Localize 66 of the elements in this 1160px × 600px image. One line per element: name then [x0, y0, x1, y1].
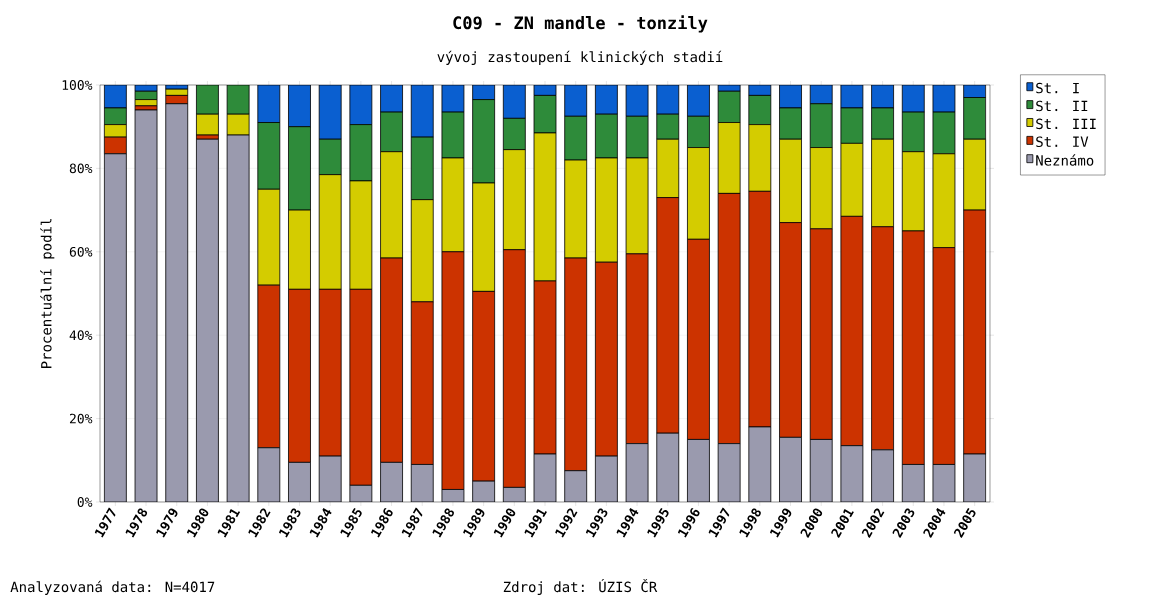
bar	[748, 426, 771, 502]
bar	[656, 84, 680, 115]
bar	[901, 111, 925, 153]
bar	[410, 136, 434, 201]
bar	[963, 453, 987, 502]
bar	[318, 138, 342, 176]
y-tick-label: 80%	[69, 163, 93, 174]
bar	[809, 103, 833, 148]
y-tick-label: 40%	[69, 330, 93, 341]
bar	[871, 107, 894, 140]
bar	[687, 439, 710, 502]
legend-label: St. IV	[1036, 136, 1089, 148]
bar	[656, 113, 680, 140]
bar	[104, 153, 127, 502]
bar	[257, 447, 280, 502]
chart-subtitle: vývoj zastoupení klinických stadií	[437, 50, 723, 65]
bar	[319, 456, 342, 502]
bar	[380, 462, 403, 502]
text: Analyzovaná data: N=4017	[10, 580, 215, 595]
y-tick-label: 20%	[69, 413, 93, 424]
bar	[380, 111, 403, 153]
bar	[134, 99, 158, 107]
bar	[779, 107, 802, 140]
chart-title: C09 - ZN mandle - tonzily	[453, 15, 708, 33]
bar	[257, 122, 281, 190]
bar	[227, 135, 250, 502]
bar	[196, 139, 219, 502]
y-tick-label: 0%	[77, 497, 93, 507]
y-tick-label: 60%	[69, 246, 93, 257]
bar	[810, 439, 833, 502]
bar	[196, 113, 219, 136]
bar	[288, 84, 311, 128]
bar	[779, 437, 802, 502]
legend-label: Neznámo	[1036, 154, 1094, 166]
bar	[410, 84, 434, 138]
bar	[318, 84, 342, 140]
bar	[196, 84, 219, 115]
bar	[564, 84, 588, 117]
bar	[595, 456, 618, 502]
bar	[257, 84, 281, 123]
bar	[564, 115, 588, 161]
legend-label: St. III	[1036, 118, 1096, 130]
bar	[748, 95, 772, 126]
bar	[411, 464, 434, 502]
bar	[594, 84, 618, 115]
y-axis-title: Procentuální podíl	[40, 219, 55, 368]
text: Zdroj dat: ÚZIS ČR	[503, 578, 658, 595]
bar	[687, 115, 710, 148]
bar	[564, 470, 587, 502]
bar	[687, 84, 710, 117]
bar	[472, 99, 496, 184]
legend-label: St. I	[1036, 82, 1079, 94]
bar	[288, 126, 311, 211]
bar	[226, 113, 250, 136]
bar	[902, 464, 925, 502]
bar	[165, 103, 188, 502]
bar	[656, 433, 679, 502]
bar	[502, 84, 526, 119]
bar	[502, 117, 526, 151]
bar	[594, 113, 618, 159]
bar	[288, 462, 311, 502]
legend-label: St. II	[1036, 100, 1088, 112]
bar	[963, 97, 987, 140]
bar	[871, 449, 894, 502]
y-tick-label: 100%	[62, 80, 93, 90]
bar	[135, 110, 158, 502]
